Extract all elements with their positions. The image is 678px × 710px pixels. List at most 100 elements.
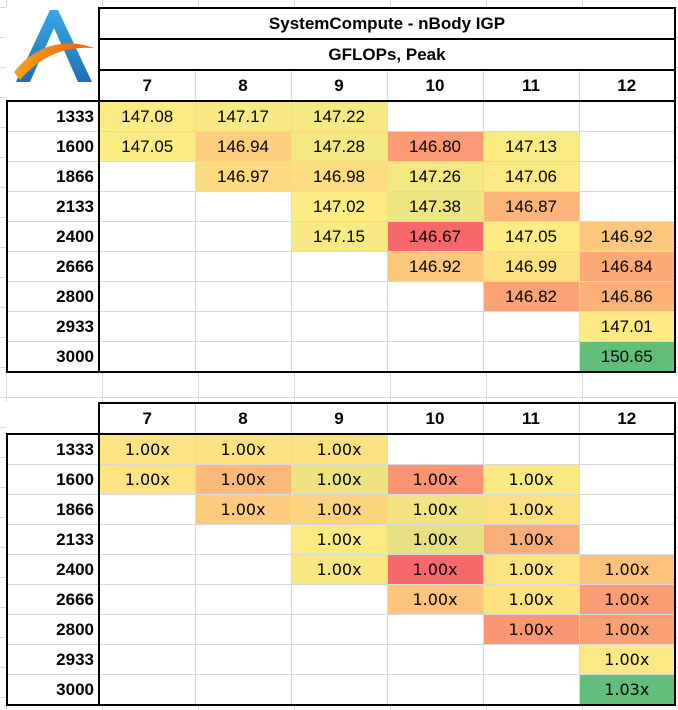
- row-label-2133: 2133: [6, 524, 100, 555]
- data-cell: 1.00x: [482, 524, 580, 555]
- data-cell: 1.00x: [194, 494, 292, 525]
- data-cell: 1.00x: [482, 464, 580, 495]
- empty-cell: [194, 524, 292, 555]
- row-label-3000: 3000: [6, 341, 100, 373]
- empty-cell: [98, 554, 196, 585]
- table-row: 2800 1.00x 1.00x: [6, 614, 676, 645]
- row-label-2133: 2133: [6, 191, 100, 222]
- empty-cell: [578, 433, 676, 465]
- data-cell: 147.15: [290, 221, 388, 252]
- data-cell: 147.28: [290, 131, 388, 162]
- data-cell: 147.08: [98, 100, 196, 132]
- data-cell: 147.26: [386, 161, 484, 192]
- data-cell: 147.38: [386, 191, 484, 222]
- data-cell: 1.00x: [290, 433, 388, 465]
- empty-cell: [194, 674, 292, 706]
- empty-cell: [290, 644, 388, 675]
- data-cell: 1.00x: [98, 464, 196, 495]
- row-label-1333: 1333: [6, 433, 100, 465]
- data-cell: 1.00x: [290, 464, 388, 495]
- data-cell: 147.13: [482, 131, 580, 162]
- row-label-2933: 2933: [6, 644, 100, 675]
- empty-cell: [98, 311, 196, 342]
- row-label-2933: 2933: [6, 311, 100, 342]
- empty-cell: [290, 674, 388, 706]
- column-header-12: 12: [578, 402, 676, 435]
- table-row: 2133 147.02 147.38 146.87: [6, 191, 676, 222]
- empty-cell: [290, 251, 388, 282]
- empty-cell: [98, 644, 196, 675]
- row-label-1866: 1866: [6, 161, 100, 192]
- row-label-2400: 2400: [6, 221, 100, 252]
- data-cell: 146.86: [578, 281, 676, 312]
- data-cell: 146.92: [386, 251, 484, 282]
- table-row: 3000 150.65: [6, 341, 676, 373]
- data-cell: 1.00x: [578, 614, 676, 645]
- empty-cell: [194, 221, 292, 252]
- table-row: 2400 1.00x 1.00x 1.00x 1.00x: [6, 554, 676, 585]
- column-header-8: 8: [194, 402, 292, 435]
- row-label-1866: 1866: [6, 494, 100, 525]
- empty-cell: [194, 311, 292, 342]
- letter-a-logo-icon: [14, 10, 94, 82]
- table-row: 1333 147.08 147.17 147.22: [6, 100, 676, 132]
- data-cell: 1.00x: [482, 614, 580, 645]
- empty-cell: [98, 221, 196, 252]
- data-cell: 147.22: [290, 100, 388, 132]
- data-cell: 1.00x: [482, 554, 580, 585]
- data-cell: 1.00x: [482, 584, 580, 615]
- empty-cell: [578, 100, 676, 132]
- data-cell: 146.80: [386, 131, 484, 162]
- row-label-1333: 1333: [6, 100, 100, 132]
- table-row: 1600 1.00x 1.00x 1.00x 1.00x 1.00x: [6, 464, 676, 495]
- table-row: 2800 146.82 146.86: [6, 281, 676, 312]
- data-cell: 147.17: [194, 100, 292, 132]
- empty-cell: [194, 614, 292, 645]
- benchmark-title: SystemCompute - nBody IGP: [98, 7, 676, 40]
- data-cell: 1.00x: [194, 464, 292, 495]
- empty-cell: [98, 341, 196, 373]
- empty-cell: [482, 311, 580, 342]
- empty-cell: [98, 281, 196, 312]
- data-cell: 1.00x: [290, 524, 388, 555]
- data-cell: 1.00x: [578, 554, 676, 585]
- corner-cell: [7, 403, 99, 434]
- data-cell: 1.00x: [98, 433, 196, 465]
- column-header-10: 10: [386, 402, 484, 435]
- table-row: 2666 1.00x 1.00x 1.00x: [6, 584, 676, 615]
- empty-cell: [386, 311, 484, 342]
- row-label-2800: 2800: [6, 614, 100, 645]
- row-label-2400: 2400: [6, 554, 100, 585]
- data-cell: 1.00x: [386, 584, 484, 615]
- data-cell: 147.05: [98, 131, 196, 162]
- empty-cell: [386, 433, 484, 465]
- data-cell: 1.00x: [386, 524, 484, 555]
- empty-cell: [386, 674, 484, 706]
- column-header-7: 7: [98, 402, 196, 435]
- empty-cell: [290, 341, 388, 373]
- empty-cell: [386, 100, 484, 132]
- data-cell: 1.00x: [386, 494, 484, 525]
- empty-cell: [482, 100, 580, 132]
- data-cell: 146.84: [578, 251, 676, 282]
- column-header-9: 9: [290, 402, 388, 435]
- row-label-2666: 2666: [6, 584, 100, 615]
- column-header-8: 8: [194, 69, 292, 102]
- empty-cell: [386, 614, 484, 645]
- data-cell: 146.67: [386, 221, 484, 252]
- empty-cell: [482, 341, 580, 373]
- data-cell: 146.98: [290, 161, 388, 192]
- data-cell: 1.00x: [194, 433, 292, 465]
- table-row: 3000 1.03x: [6, 674, 676, 706]
- table-row: 2666 146.92 146.99 146.84: [6, 251, 676, 282]
- empty-cell: [98, 674, 196, 706]
- empty-cell: [290, 311, 388, 342]
- empty-cell: [386, 281, 484, 312]
- data-cell: 1.00x: [578, 584, 676, 615]
- empty-cell: [194, 644, 292, 675]
- data-cell: 146.97: [194, 161, 292, 192]
- empty-cell: [290, 614, 388, 645]
- empty-cell: [98, 191, 196, 222]
- data-cell: 1.00x: [386, 464, 484, 495]
- ratio-table: 7 8 9 10 11 12 1333 1.00x 1.00x 1.00x 1600 1.00x 1.…: [6, 402, 676, 706]
